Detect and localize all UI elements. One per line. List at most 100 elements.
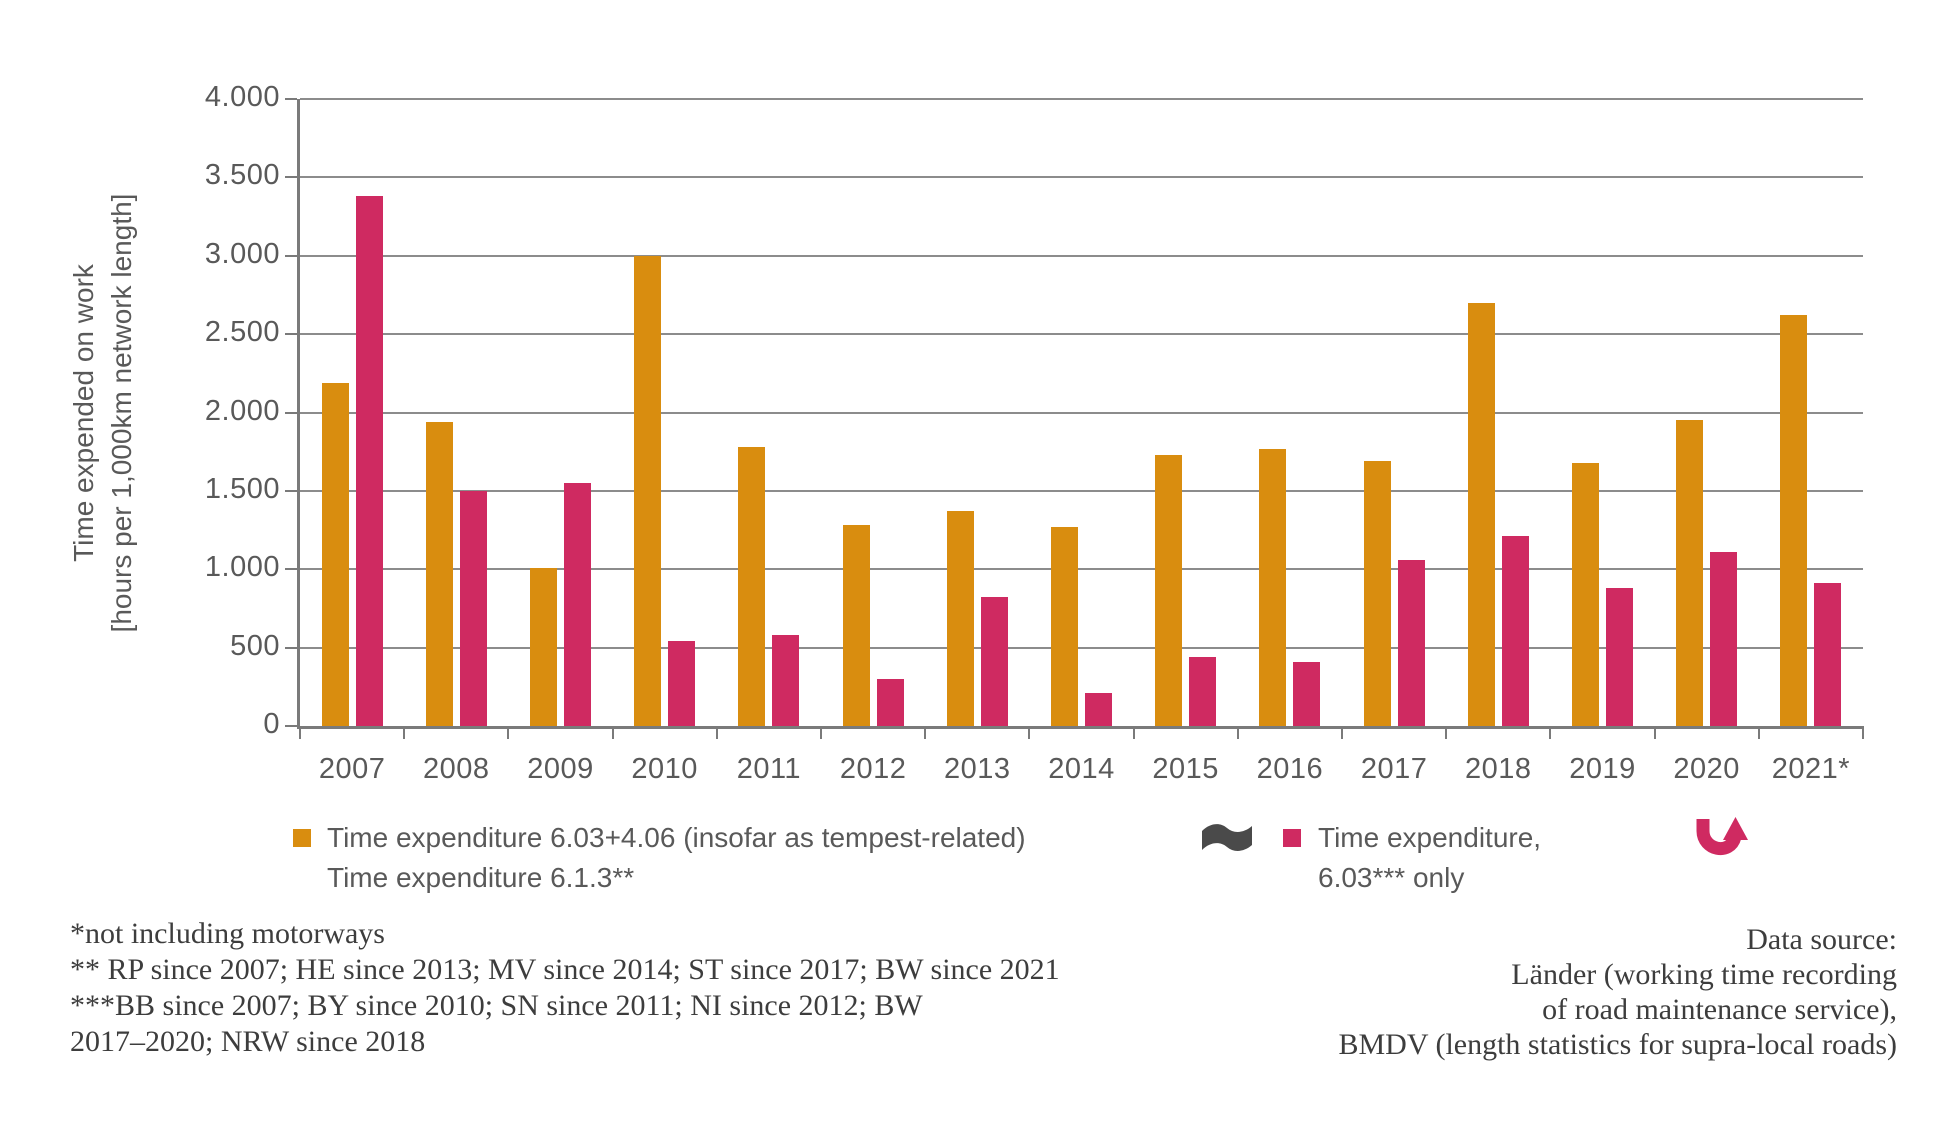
y-tick-label-3.000: 3.000 xyxy=(204,237,280,270)
y-axis-tick-2.500 xyxy=(285,333,297,336)
x-tick-label-2007: 2007 xyxy=(318,753,386,785)
bar-group-2007 xyxy=(300,99,404,726)
y-axis-tick-3.500 xyxy=(285,176,297,179)
bar-group-2010 xyxy=(613,99,717,726)
x-axis-tick xyxy=(924,726,927,739)
legend-item1-line1: Time expenditure 6.03+4.06 (insofar as t… xyxy=(327,822,1026,853)
x-axis-tick xyxy=(1549,726,1552,739)
bar-orange-2007 xyxy=(321,382,349,726)
bar-orange-2020 xyxy=(1676,420,1704,726)
x-tick-label-2020: 2020 xyxy=(1673,753,1740,785)
y-axis-title-line1: Time expended on work xyxy=(68,264,99,562)
y-tick-label-3.500: 3.500 xyxy=(204,159,280,192)
x-tick-label-2016: 2016 xyxy=(1256,753,1324,785)
bar-group-2021* xyxy=(1759,99,1863,726)
bar-orange-2019 xyxy=(1571,462,1599,726)
y-axis-title-line2: [hours per 1,000km network length] xyxy=(106,193,137,633)
bar-group-2020 xyxy=(1655,99,1759,726)
x-axis-tick xyxy=(820,726,822,739)
footnote-line1: *not including motorways xyxy=(70,917,385,950)
bar-pink-2017 xyxy=(1397,559,1425,726)
bar-group-2009 xyxy=(508,99,612,726)
y-tick-label-0: 0 xyxy=(263,708,280,741)
data-source-line3: of road maintenance service), xyxy=(1542,993,1897,1026)
y-axis-tick-4.000 xyxy=(285,98,297,100)
footnote-line2: ** RP since 2007; HE since 2013; MV sinc… xyxy=(70,953,1060,986)
footnote-line3: ***BB since 2007; BY since 2010; SN sinc… xyxy=(70,989,923,1022)
legend-item2-label: Time expenditure, 6.03*** only xyxy=(1318,818,1541,898)
legend-item1-line2: Time expenditure 6.1.3** xyxy=(327,862,635,893)
gridline-3.500 xyxy=(300,176,1863,179)
x-tick-label-2014: 2014 xyxy=(1048,753,1115,785)
bar-pink-2007 xyxy=(355,196,383,726)
bar-group-2019 xyxy=(1550,99,1654,726)
bar-orange-2008 xyxy=(425,421,453,726)
legend-item2-line2: 6.03*** only xyxy=(1318,862,1465,893)
x-axis-tick xyxy=(299,726,301,739)
bar-orange-2016 xyxy=(1259,448,1287,726)
x-tick-label-2013: 2013 xyxy=(944,753,1011,785)
legend-swatch-orange xyxy=(293,829,311,847)
y-axis-title: Time expended on work [hours per 1,000km… xyxy=(65,194,141,633)
bar-orange-2018 xyxy=(1467,302,1495,726)
bar-group-2013 xyxy=(925,99,1029,726)
footnotes: *not including motorways ** RP since 200… xyxy=(70,916,1060,1060)
bar-pink-2009 xyxy=(563,483,591,726)
x-axis-tick xyxy=(507,726,510,739)
x-tick-label-2015: 2015 xyxy=(1152,753,1219,785)
bar-orange-2021* xyxy=(1780,315,1808,726)
x-tick-label-2017: 2017 xyxy=(1360,753,1428,785)
bar-pink-2013 xyxy=(980,597,1008,726)
y-tick-label-500: 500 xyxy=(230,629,280,662)
bar-pink-2014 xyxy=(1084,693,1112,726)
plot-area: 0 500 1.000 1.500 2.000 2.500 3.000 3.500 4.000 2… xyxy=(205,81,1864,785)
x-axis-tick xyxy=(715,726,718,739)
legend-item2-line1: Time expenditure, xyxy=(1318,822,1542,853)
bar-orange-2017 xyxy=(1363,461,1391,726)
x-tick-label-2010: 2010 xyxy=(631,753,698,785)
gridline-1.000 xyxy=(300,568,1863,571)
bar-pink-2011 xyxy=(772,635,800,726)
footnote-line4: 2017–2020; NRW since 2018 xyxy=(70,1025,426,1058)
x-axis-tick xyxy=(1757,726,1760,739)
data-source-line2: Länder (working time recording xyxy=(1511,958,1897,991)
x-tick-label-2009: 2009 xyxy=(527,753,594,785)
x-axis-tick xyxy=(1653,726,1656,739)
x-axis-tick xyxy=(1341,726,1343,739)
bar-group-2014 xyxy=(1029,99,1133,726)
curved-up-arrow-icon xyxy=(1693,815,1759,870)
y-tick-label-2.500: 2.500 xyxy=(204,316,280,349)
bar-group-2008 xyxy=(404,99,508,726)
x-axis-tick xyxy=(1862,726,1864,739)
bar-orange-2014 xyxy=(1050,526,1078,726)
gridline-1.500 xyxy=(300,489,1863,492)
wave-flag-icon xyxy=(1200,820,1254,861)
x-tick-label-2008: 2008 xyxy=(423,753,490,785)
legend-swatch-pink xyxy=(1283,829,1301,847)
bar-pink-2018 xyxy=(1501,536,1529,726)
bar-group-2015 xyxy=(1134,99,1238,726)
x-tick-label-2021*: 2021* xyxy=(1771,753,1851,785)
x-tick-label-2019: 2019 xyxy=(1569,753,1636,785)
y-axis-tick-3.000 xyxy=(285,254,297,257)
bar-group-2016 xyxy=(1238,99,1342,726)
bar-orange-2013 xyxy=(946,511,974,726)
bar-group-2017 xyxy=(1342,99,1446,726)
y-tick-label-2.000: 2.000 xyxy=(204,394,280,427)
x-axis-tick xyxy=(1236,726,1239,739)
x-axis-tick xyxy=(403,726,406,739)
y-axis-tick-2.000 xyxy=(285,411,297,414)
gridline-2.000 xyxy=(300,411,1863,414)
bar-orange-2012 xyxy=(842,525,870,726)
bar-orange-2010 xyxy=(634,255,662,726)
bar-orange-2011 xyxy=(738,447,766,726)
bar-pink-2020 xyxy=(1710,552,1738,726)
bar-pink-2015 xyxy=(1189,657,1217,726)
x-tick-label-2012: 2012 xyxy=(839,753,907,785)
gridline-3.000 xyxy=(300,254,1863,257)
gridline-2.500 xyxy=(300,333,1863,336)
data-source-line1: Data source: xyxy=(1746,923,1897,956)
y-axis-tick-0 xyxy=(285,725,297,727)
bar-pink-2016 xyxy=(1293,661,1321,726)
